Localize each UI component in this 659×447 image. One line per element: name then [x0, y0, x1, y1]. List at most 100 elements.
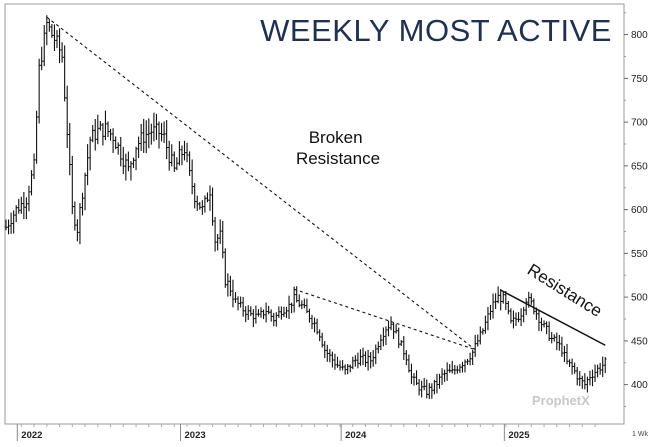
ohlc-bar	[292, 286, 296, 313]
ohlc-bar	[9, 212, 13, 234]
ohlc-bar	[366, 349, 370, 371]
ohlc-bar	[433, 379, 436, 395]
ohlc-bar	[224, 248, 227, 288]
ohlc-bar	[448, 364, 451, 373]
ohlc-bar	[206, 192, 209, 203]
ohlc-bar	[333, 353, 337, 370]
ohlc-bar	[428, 383, 431, 400]
ohlc-bar	[463, 359, 467, 373]
ohlc-bar	[17, 198, 21, 214]
ohlc-bar	[88, 136, 92, 171]
ohlc-bar	[305, 298, 309, 314]
ohlc-bar	[244, 306, 247, 323]
x-tick-label: 2025	[508, 430, 530, 441]
ohlc-bar	[27, 185, 31, 212]
ohlc-bar	[303, 298, 306, 309]
ohlc-bar	[318, 329, 321, 342]
ohlc-bar	[387, 320, 390, 337]
ohlc-bar	[213, 216, 217, 252]
ohlc-bar	[208, 185, 212, 211]
ohlc-bar	[481, 328, 485, 335]
ohlc-bar	[341, 360, 344, 371]
y-tick-label: 400	[631, 380, 648, 391]
ohlc-bar	[346, 363, 349, 375]
ohlc-bar	[313, 317, 316, 333]
ohlc-bar	[323, 341, 327, 359]
ohlc-bar	[586, 376, 589, 393]
ohlc-bar	[109, 128, 112, 141]
ohlc-bar	[343, 364, 347, 375]
ohlc-bar	[550, 331, 553, 344]
ohlc-bar	[195, 195, 199, 212]
ohlc-bar	[379, 334, 383, 351]
ohlc-bar	[558, 334, 561, 351]
x-tick-label: 2024	[345, 430, 367, 441]
ohlc-bar	[132, 157, 135, 169]
ohlc-bar	[410, 363, 413, 384]
ohlc-bar	[246, 305, 250, 320]
ohlc-bar	[160, 122, 163, 142]
ohlc-bar	[190, 159, 194, 195]
secondary-dashed-line	[293, 288, 476, 351]
ohlc-bar	[364, 351, 367, 368]
ohlc-bar	[530, 293, 533, 305]
ohlc-bar	[65, 85, 69, 148]
ohlc-bar	[175, 157, 179, 171]
x-tick-label: 2022	[21, 430, 42, 441]
ohlc-bar	[384, 326, 388, 346]
ohlc-bar	[456, 365, 459, 374]
chart-title: WEEKLY MOST ACTIVE	[260, 13, 612, 48]
ohlc-bar	[399, 339, 403, 347]
ohlc-bar	[78, 203, 82, 245]
ohlc-bar	[35, 110, 38, 164]
ohlc-bar	[198, 201, 202, 210]
ohlc-bar	[453, 364, 457, 375]
ohlc-bar	[560, 336, 564, 357]
ohlc-bar	[310, 314, 314, 330]
ohlc-bar	[440, 368, 444, 385]
ohlc-bar	[53, 24, 56, 51]
ohlc-bar	[522, 306, 525, 323]
ohlc-bar	[119, 136, 123, 167]
ohlc-bar	[524, 298, 528, 316]
ohlc-bar	[507, 300, 510, 315]
y-tick-label: 450	[631, 336, 648, 347]
ohlc-bar	[394, 324, 398, 334]
ohlc-bar	[583, 373, 587, 390]
ohlc-bar	[438, 373, 441, 389]
ohlc-bar	[371, 350, 375, 367]
ohlc-bar	[104, 110, 107, 141]
ohlc-bar	[479, 326, 482, 345]
ohlc-bar	[450, 360, 454, 374]
ohlc-bar	[443, 369, 446, 382]
broken-resistance-label-line2: Resistance	[296, 149, 380, 168]
ohlc-bar	[499, 288, 502, 311]
ohlc-bar	[226, 273, 230, 297]
ohlc-bar	[267, 305, 270, 315]
ohlc-bar	[473, 334, 477, 357]
ohlc-bar	[4, 219, 8, 231]
ohlc-bar	[420, 380, 423, 398]
ohlc-bar	[272, 312, 276, 327]
ohlc-bar	[37, 58, 41, 124]
ohlc-bar	[22, 192, 26, 220]
ohlc-bar	[236, 296, 240, 311]
ohlc-bar	[359, 349, 362, 366]
ohlc-bar	[282, 306, 286, 318]
period-label: 1 Wk	[632, 431, 648, 438]
y-tick-label: 800	[631, 30, 648, 41]
ohlc-bar	[568, 359, 571, 368]
ohlc-bar	[555, 332, 559, 351]
ohlc-bar	[185, 142, 189, 163]
ohlc-bar	[601, 356, 604, 378]
ohlc-bar	[435, 373, 439, 394]
y-axis: 400 450 500 550 600 650 700 750 800	[624, 12, 648, 407]
ohlc-bar	[486, 306, 490, 331]
ohlc-bar	[489, 304, 492, 320]
y-tick-label: 600	[631, 205, 648, 216]
ohlc-bar	[129, 160, 133, 181]
ohlc-bar	[468, 352, 472, 366]
ohlc-bar	[134, 146, 138, 171]
ohlc-bar	[173, 151, 176, 172]
